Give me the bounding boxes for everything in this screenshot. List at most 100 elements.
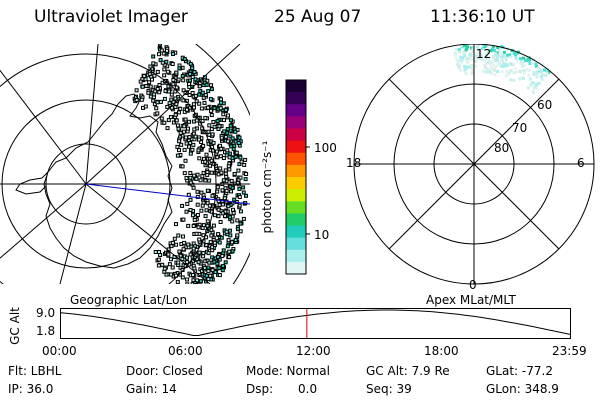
emission-pixel [179, 142, 184, 147]
emission-pixel [204, 243, 209, 248]
emission-pixel [182, 147, 187, 152]
emission-pixel [217, 273, 222, 278]
emission-pixel [455, 58, 459, 62]
emission-pixel [180, 203, 185, 208]
emission-pixel [157, 90, 162, 95]
emission-pixel [509, 62, 513, 66]
emission-pixel [236, 168, 241, 173]
emission-pixel [166, 118, 171, 123]
time-label: 11:36:10 UT [430, 7, 535, 27]
altitude-tick-1-8: 1.8 [36, 324, 56, 338]
emission-pixel [463, 70, 467, 74]
emission-pixel [542, 68, 546, 72]
time-tick-1200: 12:00 [296, 344, 331, 358]
emission-pixel [492, 58, 496, 62]
emission-pixel [227, 167, 232, 172]
emission-pixel [217, 266, 222, 271]
emission-pixel [152, 73, 157, 78]
emission-pixel [462, 44, 466, 48]
emission-pixel [159, 48, 164, 53]
emission-pixel [166, 84, 171, 89]
emission-pixel [212, 240, 217, 245]
emission-pixel [222, 129, 227, 134]
emission-pixel [177, 66, 182, 71]
aurora-emission-right [453, 44, 551, 94]
emission-pixel [153, 250, 158, 254]
emission-pixel [158, 99, 163, 104]
emission-pixel [486, 49, 490, 53]
emission-pixel [208, 240, 213, 245]
colorbar-segment [286, 104, 306, 117]
emission-pixel [539, 74, 543, 78]
emission-pixel [164, 59, 169, 64]
aurora-emission-left [132, 44, 249, 284]
emission-pixel [183, 117, 188, 122]
emission-pixel [170, 62, 175, 66]
emission-pixel [231, 211, 236, 216]
emission-pixel [509, 78, 513, 82]
emission-pixel [134, 88, 139, 93]
emission-pixel [226, 113, 230, 118]
emission-pixel [216, 232, 221, 237]
emission-pixel [209, 233, 214, 238]
emission-pixel [484, 70, 488, 74]
emission-pixel [199, 140, 204, 144]
emission-pixel [155, 100, 160, 105]
emission-pixel [545, 71, 549, 75]
emission-pixel [174, 85, 179, 90]
emission-pixel [213, 213, 217, 218]
emission-pixel [535, 75, 539, 79]
emission-pixel [191, 273, 195, 277]
emission-pixel [220, 254, 225, 258]
emission-pixel [519, 61, 523, 65]
emission-pixel [483, 66, 487, 69]
emission-pixel [547, 70, 551, 74]
emission-pixel [467, 57, 471, 60]
emission-pixel [511, 63, 515, 67]
emission-pixel [184, 176, 189, 180]
emission-pixel [514, 67, 518, 71]
emission-pixel [212, 124, 217, 129]
emission-pixel [469, 66, 473, 70]
emission-pixel [151, 61, 156, 66]
emission-pixel [180, 164, 185, 169]
emission-pixel [482, 44, 486, 47]
emission-pixel [220, 211, 225, 216]
magnetic-polar-map [353, 44, 595, 285]
instrument-title: Ultraviolet Imager [34, 7, 188, 27]
emission-pixel [243, 157, 248, 162]
emission-pixel [471, 57, 475, 61]
colorbar-segment [286, 80, 306, 93]
mlt-label-18: 18 [346, 156, 362, 170]
emission-pixel [471, 68, 475, 72]
geographic-map [0, 44, 250, 284]
emission-pixel [466, 45, 470, 49]
emission-pixel [205, 170, 210, 175]
emission-pixel [508, 53, 512, 57]
emission-pixel [205, 188, 210, 193]
emission-pixel [529, 83, 533, 87]
emission-pixel [192, 218, 197, 222]
emission-pixel [207, 260, 212, 265]
emission-pixel [476, 44, 480, 47]
emission-pixel [462, 50, 466, 54]
emission-pixel [521, 59, 525, 63]
emission-pixel [182, 240, 187, 245]
emission-pixel [522, 57, 526, 61]
emission-pixel [175, 144, 180, 149]
emission-pixel [500, 69, 504, 73]
emission-pixel [222, 196, 227, 201]
emission-pixel [218, 106, 223, 111]
dsp-label: Dsp: [246, 382, 274, 396]
altitude-axis-title: GC Alt [8, 307, 22, 345]
emission-pixel [169, 257, 173, 262]
emission-pixel [534, 86, 538, 90]
emission-pixel [201, 95, 206, 100]
gain-value: Gain: 14 [126, 382, 177, 396]
emission-pixel [223, 260, 228, 265]
emission-pixel [203, 159, 208, 164]
emission-pixel [173, 96, 178, 101]
emission-pixel [188, 78, 192, 83]
emission-pixel [185, 282, 190, 284]
emission-pixel [456, 63, 459, 66]
